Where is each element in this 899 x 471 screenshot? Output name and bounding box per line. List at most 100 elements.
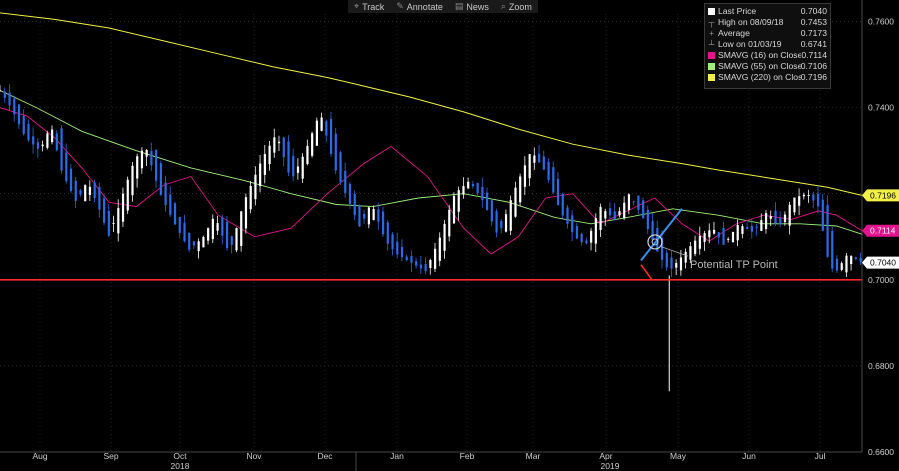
candle-body — [727, 238, 730, 240]
average-marker-icon: + — [709, 29, 714, 38]
candle-body — [755, 226, 758, 228]
news-button[interactable]: ▤ News — [449, 0, 495, 13]
candle-body — [88, 186, 92, 195]
candle-body — [675, 263, 678, 268]
candle-body — [717, 232, 720, 238]
candle-body — [571, 215, 574, 233]
candle-body — [353, 194, 356, 216]
sma220-line — [0, 12, 863, 196]
candle-body — [363, 213, 366, 219]
candle-body — [249, 185, 252, 210]
candle-body — [254, 174, 257, 200]
candle-body — [533, 155, 536, 163]
candle-body — [17, 104, 21, 125]
candle-body — [684, 251, 687, 263]
candle-body — [79, 190, 82, 195]
candle-body — [504, 214, 508, 232]
candle-body — [642, 200, 645, 219]
candle-body — [750, 225, 753, 232]
sma220-swatch — [708, 74, 715, 81]
candle-body — [367, 207, 371, 225]
candle-body — [60, 128, 63, 171]
candle-body — [287, 141, 290, 173]
candle-body — [188, 232, 191, 250]
candle-body — [783, 214, 787, 223]
candle-body — [36, 142, 40, 149]
candle-body — [396, 241, 399, 255]
year-label: 2019 — [601, 461, 620, 471]
candle-body — [556, 179, 560, 206]
candle-body — [235, 228, 238, 251]
candle-body — [131, 165, 134, 196]
candle-body — [471, 183, 475, 187]
candle-body — [259, 163, 262, 186]
candle-body — [51, 129, 54, 143]
candle-body — [679, 257, 683, 271]
candle-body — [296, 166, 300, 173]
candle-body — [400, 246, 404, 258]
x-tick-label: Jul — [815, 451, 826, 461]
candle-body — [769, 216, 772, 219]
candle-body — [98, 186, 101, 210]
legend-label: SMAVG (55) on Close — [718, 61, 801, 71]
track-button[interactable]: ⌖ Track — [348, 0, 390, 13]
legend-value: 0.7106 — [800, 61, 827, 71]
candle-body — [419, 264, 423, 269]
candle-body — [415, 261, 418, 266]
candle-body — [774, 210, 777, 224]
legend-row-low: ┴ Low on 01/03/19 0.6741 — [708, 39, 827, 50]
candle-body — [358, 204, 361, 227]
y-tick-label: 0.7400 — [868, 103, 894, 113]
candle-body — [178, 216, 181, 233]
y-tick-label: 0.7600 — [868, 17, 894, 27]
magnifier-icon: ⌕ — [500, 1, 506, 11]
candle-body — [523, 165, 527, 187]
candle-body — [192, 241, 196, 246]
candle-body — [538, 153, 541, 163]
candle-body — [807, 195, 810, 197]
y-tick-label: 0.6600 — [868, 447, 894, 457]
candle-body — [207, 228, 210, 241]
x-tick-label: Aug — [32, 451, 47, 461]
candle-body — [32, 136, 35, 145]
chart-toolbar: ⌖ Track ✎ Annotate ▤ News ⌕ Zoom — [348, 0, 538, 13]
candle-body — [760, 220, 763, 231]
candle-body — [13, 98, 16, 115]
candle-body — [826, 204, 829, 257]
candle-body — [329, 118, 333, 154]
candle-body — [391, 234, 394, 250]
zoom-button[interactable]: ⌕ Zoom — [495, 0, 538, 13]
zoom-label: Zoom — [508, 1, 532, 12]
candle-body — [126, 179, 129, 211]
candle-body — [164, 182, 167, 206]
sma55-line — [0, 89, 863, 235]
legend-value: 0.7173 — [800, 28, 827, 38]
candle-body — [173, 203, 177, 225]
candle-body — [585, 240, 588, 244]
legend-label: High on 08/09/18 — [718, 17, 784, 27]
legend-label: Low on 01/03/19 — [718, 39, 782, 49]
candle-body — [225, 221, 229, 249]
candle-body — [372, 209, 375, 221]
legend-value: 0.7040 — [800, 6, 827, 16]
candle-body — [840, 263, 843, 270]
candle-body — [816, 193, 820, 207]
candle-body — [155, 150, 158, 181]
candle-body — [22, 115, 25, 134]
candle-body — [348, 183, 352, 205]
candle-body — [292, 155, 295, 177]
candle-body — [136, 156, 139, 179]
candle-body — [623, 202, 626, 219]
candle-body — [514, 187, 517, 217]
candle-body — [575, 225, 579, 239]
y-tick-label: 0.7000 — [868, 275, 894, 285]
x-tick-label: Jan — [390, 451, 404, 461]
price-tag — [862, 189, 899, 202]
legend-label: Last Price — [718, 6, 757, 16]
candle-body — [334, 133, 337, 171]
annotate-button[interactable]: ✎ Annotate — [390, 0, 449, 13]
candle-body — [339, 152, 342, 182]
candle-body — [405, 256, 408, 261]
